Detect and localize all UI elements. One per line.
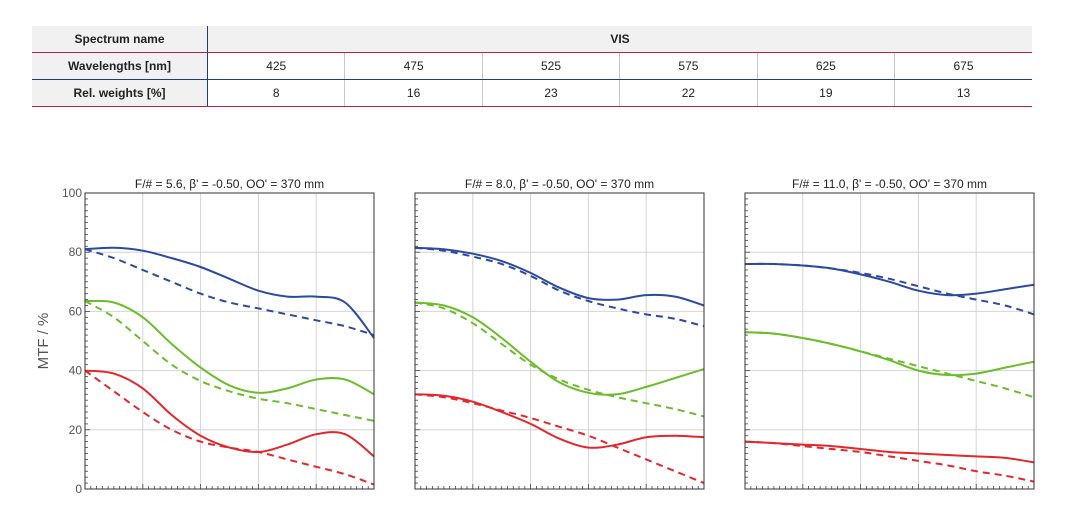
blue-dashed-mtf-line bbox=[744, 262, 1035, 316]
plot-frame bbox=[414, 192, 705, 490]
green-solid-mtf-line bbox=[84, 299, 375, 396]
y-tick-label: 80 bbox=[69, 245, 83, 259]
green-solid-mtf-line bbox=[414, 301, 705, 396]
y-tick-label: 20 bbox=[69, 423, 83, 437]
weight-cell: 8 bbox=[206, 79, 345, 107]
green-dashed-mtf-line bbox=[414, 301, 705, 418]
wavelength-cell: 675 bbox=[894, 52, 1032, 80]
wavelength-cell: 475 bbox=[344, 52, 483, 80]
spectrum-table: Spectrum name VIS Wavelengths [nm] 425 4… bbox=[32, 26, 1032, 107]
red-dashed-mtf-line bbox=[744, 440, 1035, 483]
red-solid-mtf-line bbox=[744, 440, 1035, 464]
wavelength-cell: 425 bbox=[206, 52, 345, 80]
red-dashed-mtf-line bbox=[84, 369, 375, 486]
weight-cell: 22 bbox=[619, 79, 758, 107]
weight-cell: 19 bbox=[756, 79, 895, 107]
wavelength-cell: 625 bbox=[756, 52, 895, 80]
y-tick-label: 0 bbox=[75, 482, 82, 496]
y-tick-label: 60 bbox=[69, 304, 83, 318]
green-dashed-mtf-line bbox=[84, 300, 375, 422]
spectrum-name-value: VIS bbox=[207, 26, 1032, 53]
spectrum-row: Spectrum name VIS bbox=[32, 26, 1032, 53]
spectrum-name-header: Spectrum name bbox=[32, 26, 208, 53]
red-solid-mtf-line bbox=[84, 369, 375, 458]
weight-cell: 13 bbox=[894, 79, 1032, 107]
panel-title: F/# = 5.6, β' = -0.50, OO' = 370 mm bbox=[135, 177, 324, 191]
y-tick-label: 40 bbox=[69, 364, 83, 378]
weight-cell: 23 bbox=[481, 79, 620, 107]
weights-header: Rel. weights [%] bbox=[32, 79, 208, 107]
blue-dashed-mtf-line bbox=[414, 246, 705, 328]
blue-dashed-mtf-line bbox=[84, 248, 375, 337]
panel-title: F/# = 8.0, β' = -0.50, OO' = 370 mm bbox=[465, 177, 654, 191]
blue-solid-mtf-line bbox=[414, 246, 705, 307]
plot-frame bbox=[84, 192, 375, 490]
y-axis-label: MTF / % bbox=[35, 313, 52, 370]
wavelengths-header: Wavelengths [nm] bbox=[32, 52, 208, 80]
y-tick-label: 100 bbox=[62, 186, 82, 200]
blue-solid-mtf-line bbox=[84, 246, 375, 339]
green-solid-mtf-line bbox=[744, 331, 1035, 377]
panel-title: F/# = 11.0, β' = -0.50, OO' = 370 mm bbox=[792, 177, 987, 191]
wavelength-cell: 575 bbox=[619, 52, 758, 80]
red-dashed-mtf-line bbox=[414, 393, 705, 485]
red-solid-mtf-line bbox=[414, 393, 705, 449]
wavelengths-row: Wavelengths [nm] 425 475 525 575 625 675 bbox=[32, 52, 1032, 80]
wavelength-cell: 525 bbox=[481, 52, 620, 80]
plot-frame bbox=[744, 192, 1035, 490]
weights-row: Rel. weights [%] 8 16 23 22 19 13 bbox=[32, 79, 1032, 107]
green-dashed-mtf-line bbox=[744, 331, 1035, 399]
weight-cell: 16 bbox=[344, 79, 483, 107]
